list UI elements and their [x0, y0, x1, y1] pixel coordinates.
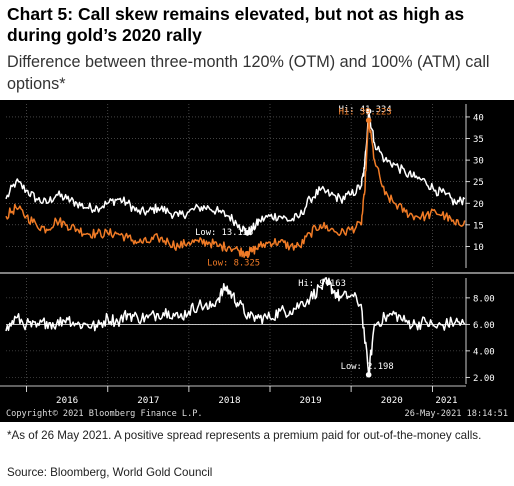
chart-background [0, 100, 514, 422]
timestamp-text: 26-May-2021 18:14:51 [405, 409, 508, 419]
source-note: Source: Bloomberg, World Gold Council [7, 466, 213, 479]
upper-ytick-label-40: 40 [473, 113, 484, 123]
upper-ytick-label-15: 15 [473, 221, 484, 231]
lower-ytick-label-2: 2.00 [473, 374, 495, 384]
chart-subtitle: Difference between three-month 120% (OTM… [7, 53, 490, 93]
lower-panel: 2.00 4.00 6.00 8.00 Hi: 9.163 Low: 2.198 [5, 277, 495, 384]
x-tick-label-2019: 2019 [299, 395, 321, 406]
x-tick-label-2021: 2021 [435, 395, 457, 406]
upper-ytick-label-20: 20 [473, 200, 484, 210]
upper-annotation-label-0: Hi: 41.334 [339, 105, 392, 115]
upper-ytick-label-35: 35 [473, 135, 484, 145]
upper-annotation-marker-3 [244, 250, 250, 257]
lower-ytick-label-4: 4.00 [473, 347, 495, 357]
bloomberg-chart: 10 15 20 25 30 35 40 Hi: 41.334 Hi: 39.223 Low: 1… [0, 100, 514, 422]
x-tick-label-2016: 2016 [56, 395, 78, 406]
upper-annotation-marker-2 [244, 230, 250, 236]
x-axis: 2016 2017 2018 2019 2020 2021 [0, 272, 514, 406]
lower-series-0-line [5, 277, 466, 376]
upper-annotation-marker-1 [365, 117, 372, 124]
upper-annotation-label-3: Low: 8.325 [207, 259, 260, 269]
chart-title: Chart 5: Call skew remains elevated, but… [7, 4, 465, 45]
x-tick-label-2018: 2018 [218, 395, 240, 406]
upper-annotation-marker-0 [365, 108, 372, 114]
lower-ytick-label-6: 6.00 [473, 321, 495, 331]
lower-annotation-marker-0 [325, 279, 332, 286]
upper-ytick-label-30: 30 [473, 157, 484, 167]
upper-annotation-label-1: Hi: 39.223 [339, 107, 392, 117]
upper-ytick-label-25: 25 [473, 178, 484, 188]
footnote: *As of 26 May 2021. A positive spread re… [7, 429, 482, 442]
upper-ytick-label-10: 10 [473, 243, 484, 253]
upper-annotation-label-2: Low: 13.155 [195, 228, 253, 238]
x-tick-label-2017: 2017 [137, 395, 159, 406]
lower-annotation-label-1: Low: 2.198 [341, 362, 394, 372]
lower-annotation-label-0: Hi: 9.163 [298, 279, 346, 289]
x-tick-label-2020: 2020 [381, 395, 403, 406]
lower-ytick-label-8: 8.00 [473, 294, 495, 304]
copyright-text: Copyright© 2021 Bloomberg Finance L.P. [6, 409, 203, 419]
lower-annotation-marker-1 [365, 371, 372, 378]
